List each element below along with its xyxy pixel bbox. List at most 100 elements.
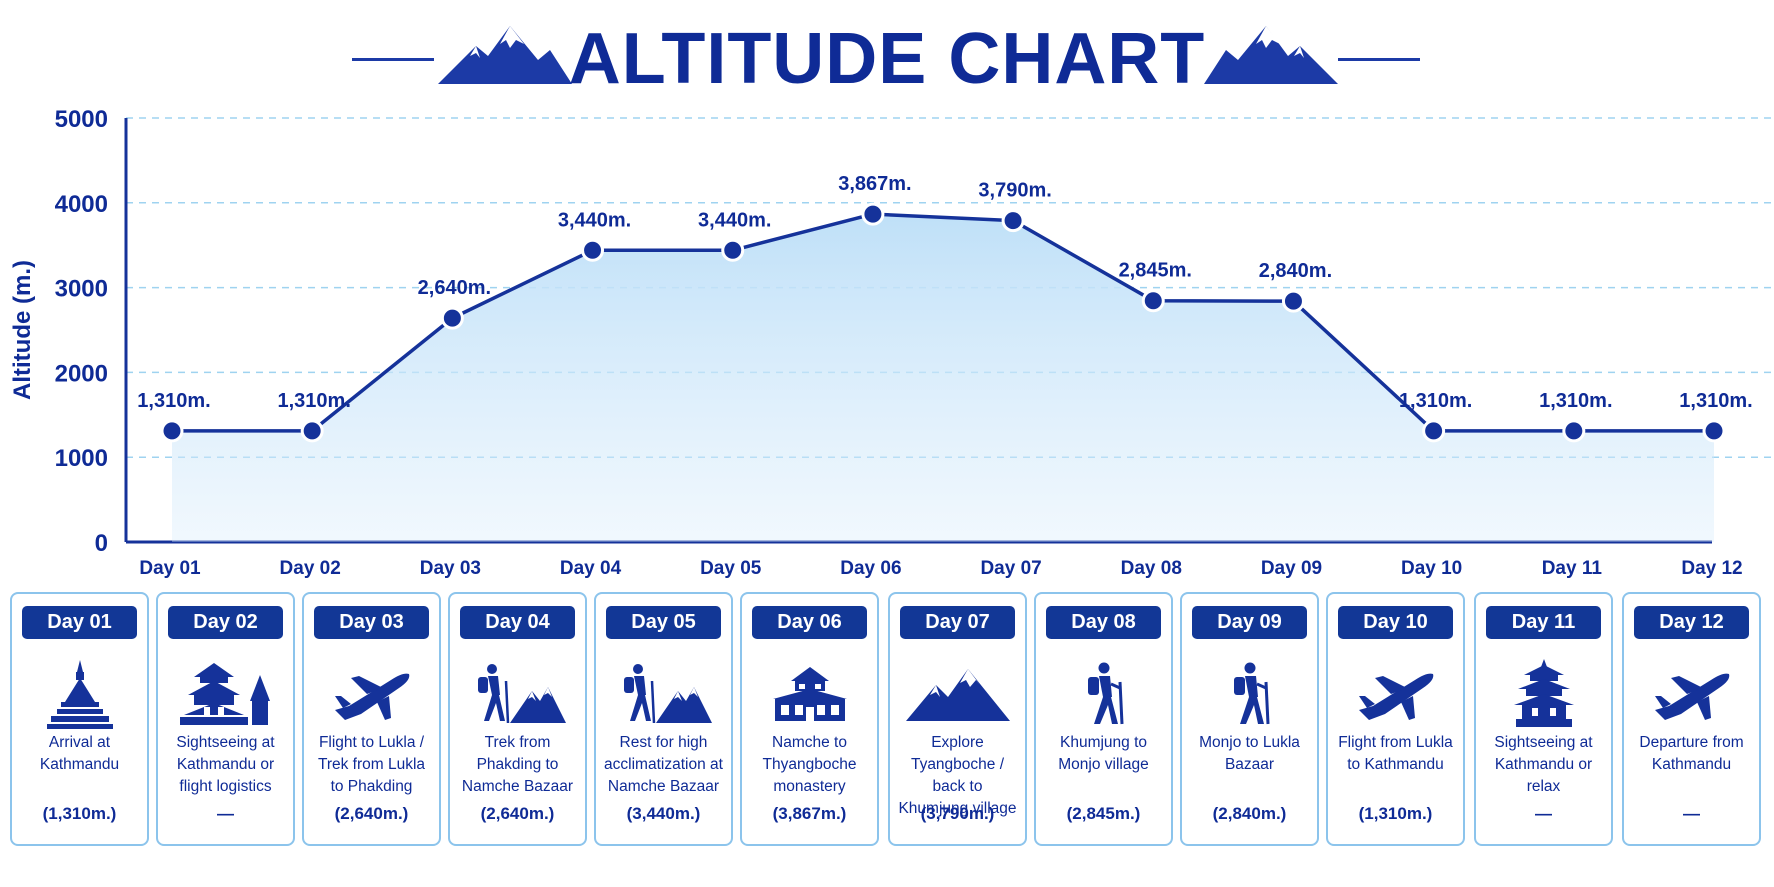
day-badge: Day 09: [1192, 606, 1307, 639]
day-altitude: (2,640m.): [480, 804, 555, 823]
airplane-icon: [1624, 649, 1759, 739]
day-description: Sightseeing at Kathmandu or flight logis…: [176, 734, 275, 795]
x-tick-label: Day 05: [700, 558, 762, 579]
data-point: [1281, 289, 1305, 313]
day-altitude: (3,867m.): [772, 804, 847, 823]
airplane-icon: [304, 649, 439, 739]
itinerary-card: Day 04 Trek from Phakding to Namche Bazaa…: [448, 592, 587, 846]
altitude-area: [172, 214, 1714, 542]
data-point: [1702, 419, 1726, 443]
page-title: ALTITUDE CHART: [568, 19, 1206, 99]
day-description: Trek from Phakding to Namche Bazaar: [461, 734, 574, 795]
data-label: 1,310m.: [1539, 390, 1612, 412]
itinerary-cards: Day 01 Arrival at Kathmandu (1,310m.) Day 0…: [8, 592, 1768, 848]
itinerary-card: Day 01 Arrival at Kathmandu (1,310m.): [10, 592, 149, 846]
day-altitude: (2,640m.): [334, 804, 409, 823]
itinerary-card: Day 09 Monjo to Lukla Bazaar (2,840m.): [1180, 592, 1319, 846]
data-point: [861, 202, 885, 226]
data-label: 3,440m.: [698, 209, 771, 231]
x-tick-label: Day 12: [1681, 558, 1742, 579]
data-label: 3,790m.: [978, 180, 1051, 202]
hiker-icon: [1182, 649, 1317, 739]
x-tick-label: Day 09: [1261, 558, 1322, 579]
data-point: [1001, 209, 1025, 233]
day-altitude: —: [1535, 804, 1552, 823]
day-description: Flight from Lukla to Kathmandu: [1338, 734, 1453, 773]
day-description: Flight to Lukla / Trek from Lukla to Pha…: [317, 734, 426, 795]
day-badge: Day 03: [314, 606, 429, 639]
day-altitude: (2,840m.): [1212, 804, 1287, 823]
data-label: 1,310m.: [137, 390, 210, 412]
title-row: ALTITUDE CHART: [0, 8, 1774, 99]
day-description: Rest for high acclimatization at Namche …: [604, 734, 723, 795]
itinerary-card: Day 02 Sightseeing at Kathmandu or flight…: [156, 592, 295, 846]
x-tick-label: Day 01: [139, 558, 201, 579]
day-description: Arrival at Kathmandu: [39, 734, 120, 773]
day-badge: Day 10: [1338, 606, 1453, 639]
itinerary-card: Day 08 Khumjung to Monjo village (2,845m.): [1034, 592, 1173, 846]
x-tick-label: Day 02: [280, 558, 341, 579]
y-axis-title: Altitude (m.): [9, 260, 36, 400]
day-badge: Day 04: [460, 606, 575, 639]
day-altitude: —: [217, 804, 234, 823]
day-altitude: (2,845m.): [1066, 804, 1141, 823]
mountain-icon: [890, 649, 1025, 739]
title-rule-right: [1338, 58, 1420, 61]
day-description: Sightseeing at Kathmandu or relax: [1494, 734, 1593, 795]
day-description: Khumjung to Monjo village: [1058, 734, 1149, 773]
day-altitude: (1,310m.): [42, 804, 117, 823]
day-altitude: (1,310m.): [1358, 804, 1433, 823]
day-badge: Day 05: [606, 606, 721, 639]
day-description: Namche to Thyangboche monastery: [762, 734, 857, 795]
hiker-mountain-icon: [596, 649, 731, 739]
x-tick-label: Day 03: [420, 558, 481, 579]
mountain-left-icon: [438, 26, 572, 84]
data-point: [160, 419, 184, 443]
y-tick-label: 5000: [55, 106, 108, 133]
data-label: 2,640m.: [418, 277, 491, 299]
itinerary-card: Day 12 Departure from Kathmandu —: [1622, 592, 1761, 846]
pagoda-icon: [1476, 649, 1611, 739]
x-tick-label: Day 08: [1121, 558, 1182, 579]
day-altitude: (3,440m.): [626, 804, 701, 823]
data-point: [721, 238, 745, 262]
data-label: 3,867m.: [838, 173, 911, 195]
day-badge: Day 12: [1634, 606, 1749, 639]
hiker-icon: [1036, 649, 1171, 739]
altitude-chart: 0 1000 2000 3000 4000 5000 Altitude (m.) 1,310m…: [9, 106, 1774, 579]
y-tick-label: 2000: [55, 360, 108, 387]
day-badge: Day 01: [22, 606, 137, 639]
day-badge: Day 08: [1046, 606, 1161, 639]
y-tick-label: 4000: [55, 191, 108, 218]
data-point: [1562, 419, 1586, 443]
monastery-icon: [742, 649, 877, 739]
day-description: Monjo to Lukla Bazaar: [1199, 734, 1300, 773]
itinerary-card: Day 06 Namche to Thyangboche monastery (3,…: [740, 592, 879, 846]
x-tick-label: Day 07: [980, 558, 1041, 579]
data-point: [581, 238, 605, 262]
airplane-icon: [1328, 649, 1463, 739]
itinerary-card: Day 11 Sightseeing at Kathmandu or relax —: [1474, 592, 1613, 846]
y-tick-label: 0: [95, 530, 108, 557]
day-badge: Day 06: [752, 606, 867, 639]
temple-icon: [158, 649, 293, 739]
day-badge: Day 02: [168, 606, 283, 639]
data-point: [440, 306, 464, 330]
x-tick-label: Day 06: [840, 558, 901, 579]
day-badge: Day 07: [900, 606, 1015, 639]
x-tick-label: Day 11: [1542, 558, 1603, 579]
data-label: 2,845m.: [1119, 260, 1192, 282]
data-point: [1141, 289, 1165, 313]
data-point: [300, 419, 324, 443]
day-badge: Day 11: [1486, 606, 1601, 639]
title-rule-left: [352, 58, 434, 61]
day-altitude: —: [1683, 804, 1700, 823]
itinerary-card: Day 07 Explore Tyangboche / back to Khumj…: [888, 592, 1027, 846]
itinerary-card: Day 03 Flight to Lukla / Trek from Lukla …: [302, 592, 441, 846]
y-tick-label: 1000: [55, 445, 108, 472]
mountain-right-icon: [1204, 26, 1338, 84]
stupa-icon: [12, 649, 147, 739]
itinerary-card: Day 10 Flight from Lukla to Kathmandu (1,3…: [1326, 592, 1465, 846]
day-description: Departure from Kathmandu: [1639, 734, 1744, 773]
data-point: [1422, 419, 1446, 443]
